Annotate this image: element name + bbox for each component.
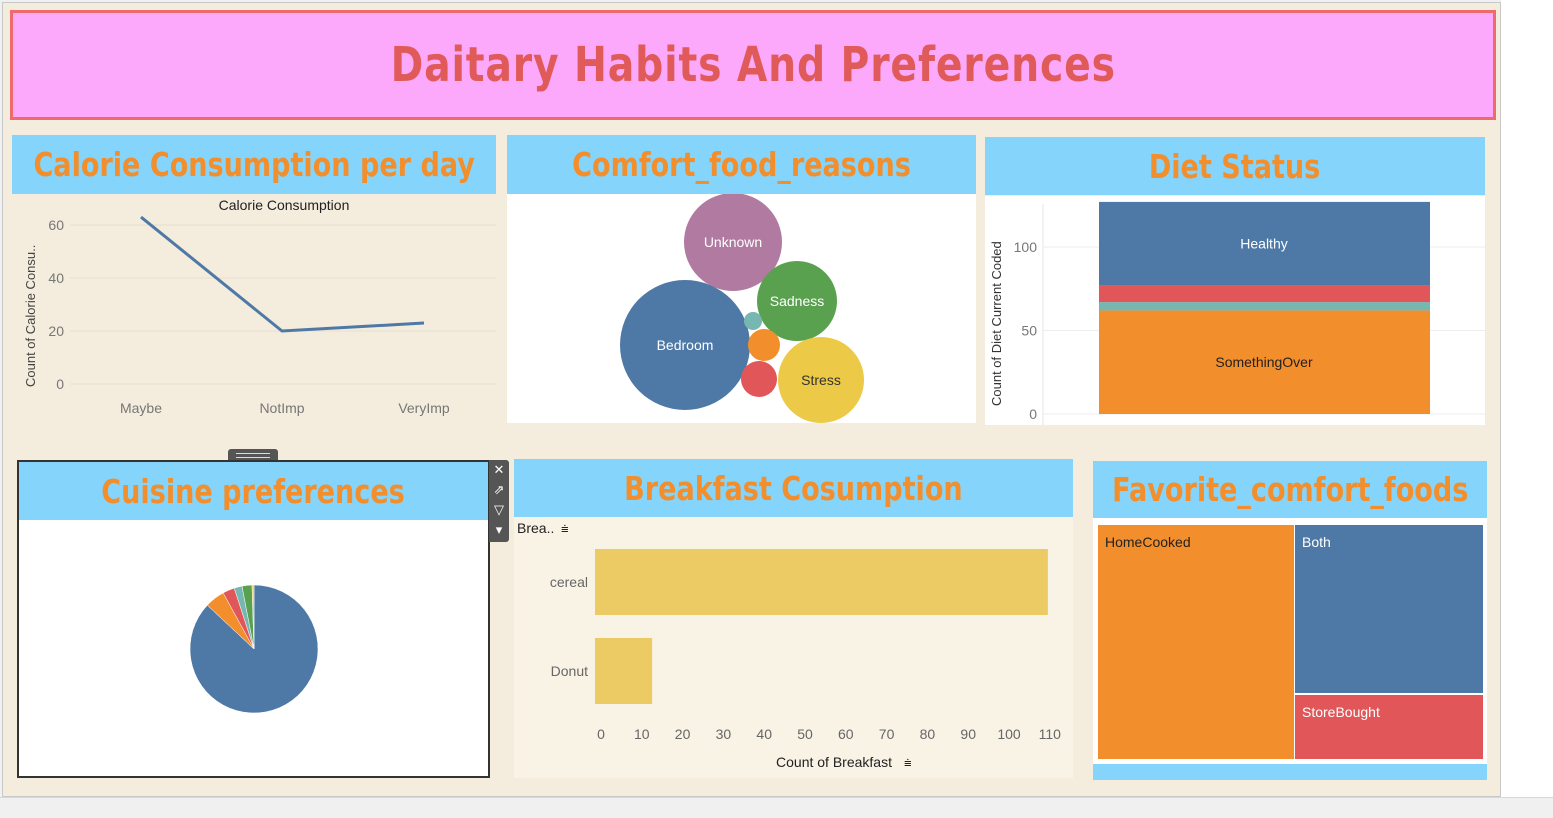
diet-segment-label: SomethingOver <box>1215 354 1313 370</box>
calorie-ytick: 0 <box>56 376 64 392</box>
diet-ytick: 0 <box>1029 406 1037 422</box>
comfort-reasons-panel[interactable]: Unknown Sadness Bedroom Stress <box>507 193 976 423</box>
breakfast-title: Breakfast Cosumption <box>624 468 963 508</box>
dashboard-title: Daitary Habits And Preferences <box>390 37 1116 93</box>
diet-title: Diet Status <box>1149 146 1321 186</box>
calorie-series-line[interactable] <box>140 215 425 333</box>
bubble-label: Unknown <box>704 234 762 250</box>
comfort-foods-panel[interactable]: HomeCooked Both StoreBought <box>1093 518 1487 764</box>
diet-bar-segment[interactable] <box>1099 302 1430 311</box>
breakfast-x-axis-label: Count of Breakfast <box>776 754 892 770</box>
calorie-chart-title: Calorie Consumption <box>219 197 350 213</box>
bubble[interactable] <box>778 337 864 423</box>
cuisine-chart-panel[interactable] <box>19 520 488 776</box>
calorie-ytick: 60 <box>48 217 64 233</box>
filter-icon[interactable]: ▽ <box>494 502 504 517</box>
treemap-cell-both[interactable]: Both <box>1295 525 1483 693</box>
bubble[interactable] <box>748 329 780 361</box>
calorie-ytick: 40 <box>48 270 64 286</box>
comfort-foods-title: Favorite_comfort_foods <box>1111 470 1469 509</box>
dashboard-title-banner: Daitary Habits And Preferences <box>10 10 1496 120</box>
calorie-title: Calorie Consumption per day <box>33 145 475 184</box>
comfort-reasons-title: Comfort_food_reasons <box>572 145 911 184</box>
bubble[interactable] <box>741 361 777 397</box>
pie-slice[interactable] <box>251 584 255 650</box>
diet-ytick: 50 <box>1021 323 1037 339</box>
bubble-label: Stress <box>801 372 841 388</box>
close-icon[interactable]: ✕ <box>493 462 505 477</box>
calorie-xtick: VeryImp <box>398 400 450 416</box>
cuisine-title-bar: Cuisine preferences <box>19 462 488 520</box>
diet-bar-segment[interactable] <box>1099 285 1430 303</box>
open-external-icon[interactable]: ⇗ <box>493 482 505 497</box>
treemap-label: StoreBought <box>1302 704 1380 720</box>
diet-bar-segment[interactable] <box>1099 310 1430 414</box>
bubble-label: Bedroom <box>657 337 714 353</box>
more-options-icon[interactable]: ▾ <box>495 522 503 537</box>
breakfast-xtick: 40 <box>756 726 772 742</box>
breakfast-chart-panel[interactable]: Brea.. ⩧ cereal Donut 0 10 20 30 40 50 60 70 80 90… <box>514 517 1073 778</box>
breakfast-xtick: 20 <box>675 726 691 742</box>
breakfast-bar[interactable] <box>595 638 653 704</box>
calorie-y-ticks: 60 40 20 0 <box>48 217 64 392</box>
diet-title-bar: Diet Status <box>985 137 1485 195</box>
diet-stacked-bar-chart[interactable]: Count of Diet Current Coded 100 50 0 Som… <box>985 196 1485 425</box>
treemap-label: Both <box>1302 534 1331 550</box>
cuisine-title: Cuisine preferences <box>101 471 406 511</box>
right-margin <box>1501 0 1553 797</box>
calorie-xtick: Maybe <box>120 400 162 416</box>
diet-chart-panel[interactable]: Count of Diet Current Coded 100 50 0 Som… <box>985 196 1485 425</box>
breakfast-xtick: 0 <box>597 726 605 742</box>
treemap-label: HomeCooked <box>1105 534 1191 550</box>
calorie-gridlines <box>70 224 496 385</box>
breakfast-xtick: 50 <box>797 726 813 742</box>
comfort-reasons-bubble-chart[interactable]: Unknown Sadness Bedroom Stress <box>507 193 976 423</box>
breakfast-xtick: 110 <box>1039 726 1062 742</box>
diet-y-ticks: 100 50 0 <box>1014 239 1038 422</box>
diet-y-axis-label: Count of Diet Current Coded <box>989 241 1004 406</box>
treemap-cell-storebought[interactable]: StoreBought <box>1295 695 1483 759</box>
breakfast-category-label: Donut <box>551 663 588 679</box>
cuisine-pie-chart[interactable] <box>19 520 488 776</box>
comfort-foods-footer-bar <box>1093 764 1487 780</box>
calorie-chart-panel[interactable]: Calorie Consumption Count of Calorie Con… <box>12 194 496 424</box>
breakfast-x-ticks: 0 10 20 30 40 50 60 70 80 90 100 110 <box>597 726 1061 742</box>
breakfast-title-bar: Breakfast Cosumption <box>514 459 1073 517</box>
diet-ytick: 100 <box>1014 239 1038 255</box>
breakfast-bar[interactable] <box>595 549 1048 615</box>
drag-handle[interactable] <box>228 449 278 460</box>
comfort-foods-title-bar: Favorite_comfort_foods <box>1093 461 1487 518</box>
diet-segment-label: Healthy <box>1240 236 1287 252</box>
comfort-reasons-title-bar: Comfort_food_reasons <box>507 135 976 194</box>
breakfast-category-label: cereal <box>550 574 588 590</box>
breakfast-xtick: 30 <box>716 726 732 742</box>
calorie-title-bar: Calorie Consumption per day <box>12 135 496 194</box>
bottom-status-strip <box>0 797 1553 818</box>
calorie-xtick: NotImp <box>259 400 304 416</box>
breakfast-xtick: 10 <box>634 726 650 742</box>
zone-toolbar: ✕ ⇗ ▽ ▾ <box>489 460 509 542</box>
breakfast-xtick: 90 <box>960 726 976 742</box>
calorie-y-axis-label: Count of Calorie Consu.. <box>23 245 38 387</box>
breakfast-xtick: 70 <box>879 726 895 742</box>
treemap-cell-homecooked[interactable]: HomeCooked <box>1098 525 1294 759</box>
calorie-ytick: 20 <box>48 323 64 339</box>
bubble[interactable] <box>684 193 782 291</box>
bubble[interactable] <box>744 312 762 330</box>
bubble[interactable] <box>757 261 837 341</box>
diet-bar-segment[interactable] <box>1099 201 1430 286</box>
selected-zone-border <box>17 460 490 778</box>
breakfast-bar-chart[interactable]: Brea.. ⩧ cereal Donut 0 10 20 30 40 50 60 70 80 90… <box>514 517 1073 778</box>
sort-icon[interactable]: ⩧ <box>904 755 912 770</box>
calorie-line-chart[interactable]: Calorie Consumption Count of Calorie Con… <box>12 194 496 424</box>
bubble[interactable] <box>620 280 750 410</box>
calorie-x-ticks: Maybe NotImp VeryImp <box>120 400 450 416</box>
sort-icon[interactable]: ⩧ <box>561 521 569 536</box>
breakfast-xtick: 60 <box>838 726 854 742</box>
breakfast-xtick: 80 <box>920 726 936 742</box>
breakfast-header[interactable]: Brea.. <box>517 520 554 536</box>
breakfast-xtick: 100 <box>997 726 1021 742</box>
bubble-label: Sadness <box>770 293 824 309</box>
